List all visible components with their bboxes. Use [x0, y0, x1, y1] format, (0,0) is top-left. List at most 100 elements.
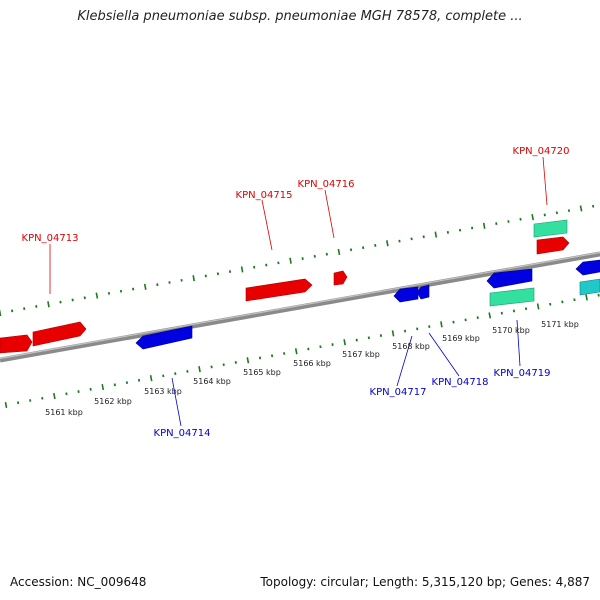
minor-tick: [567, 209, 571, 212]
minor-tick: [65, 392, 68, 396]
inner-tick-track: [4, 293, 600, 409]
minor-tick: [500, 311, 503, 315]
genome-backbone: [0, 251, 600, 363]
scale-label: 5162 kbp: [94, 397, 132, 406]
minor-tick: [283, 352, 286, 355]
reverse-genes: [135, 259, 600, 350]
rna-features: [489, 219, 600, 307]
major-tick: [343, 339, 346, 346]
gene-label-kpn-04719[interactable]: KPN_04719: [494, 368, 551, 379]
scale-label: 5164 kbp: [193, 377, 231, 386]
minor-tick: [507, 220, 510, 223]
gene-label-kpn-04716[interactable]: KPN_04716: [298, 179, 355, 190]
gene-arrow-kpn-04713a[interactable]: [0, 334, 33, 354]
minor-tick: [137, 378, 141, 382]
minor-tick: [555, 211, 558, 215]
minor-tick: [319, 345, 322, 349]
gene-label-kpn-04714[interactable]: KPN_04714: [154, 428, 211, 439]
other-feature-edge[interactable]: [579, 278, 600, 296]
minor-tick: [362, 246, 365, 250]
minor-tick: [573, 298, 576, 302]
scale-label: 5163 kbp: [144, 387, 182, 396]
genome-backbone-highlight: [0, 251, 600, 360]
minor-tick: [162, 374, 165, 378]
major-tick: [192, 275, 195, 282]
minor-tick: [549, 302, 552, 306]
gene-arrow-kpn-04716[interactable]: [333, 270, 348, 286]
major-tick: [143, 283, 147, 290]
gene-label-kpn-04713[interactable]: KPN_04713: [22, 233, 79, 244]
gene-label-kpn-04715[interactable]: KPN_04715: [236, 190, 293, 201]
scale-label: 5167 kbp: [342, 350, 380, 359]
minor-tick: [597, 293, 600, 297]
major-tick: [149, 375, 153, 382]
minor-tick: [301, 257, 304, 260]
major-tick: [488, 312, 492, 319]
minor-tick: [367, 336, 370, 340]
major-tick: [95, 292, 99, 299]
major-tick: [386, 240, 389, 247]
minor-tick: [107, 292, 111, 295]
gene-arrow-kpn-04715[interactable]: [245, 278, 313, 302]
minor-tick: [125, 381, 129, 384]
major-tick: [531, 214, 534, 221]
scale-label: 5168 kbp: [392, 342, 430, 351]
minor-tick: [77, 390, 80, 393]
major-tick: [53, 392, 56, 400]
major-tick: [440, 321, 443, 328]
minor-tick: [379, 334, 383, 337]
outer-tick-track: [0, 204, 595, 317]
minor-tick: [349, 248, 353, 252]
major-tick: [4, 401, 8, 409]
topology-summary: Topology: circular; Length: 5,315,120 bp…: [260, 575, 590, 589]
minor-tick: [355, 338, 358, 342]
accession-text: Accession: NC_009648: [10, 575, 147, 589]
major-tick: [240, 266, 244, 273]
minor-tick: [543, 213, 546, 217]
major-tick: [482, 222, 486, 229]
major-tick: [47, 301, 50, 308]
major-tick: [536, 303, 540, 310]
major-tick: [0, 309, 2, 317]
scale-label: 5169 kbp: [442, 334, 480, 343]
gene-label-kpn-04720[interactable]: KPN_04720: [513, 146, 570, 157]
minor-tick: [524, 307, 528, 311]
major-tick: [585, 294, 588, 301]
scale-label: 5170 kbp: [492, 326, 530, 335]
gene-arrow-kpn-04718[interactable]: [416, 284, 430, 300]
gene-label-kpn-04718[interactable]: KPN_04718: [432, 377, 489, 388]
minor-tick: [71, 298, 74, 302]
gene-callouts: [49, 156, 548, 427]
minor-tick: [519, 217, 522, 221]
minor-tick: [83, 296, 86, 300]
minor-tick: [592, 204, 595, 208]
minor-tick: [331, 343, 334, 346]
forward-genes: [0, 236, 570, 354]
scale-label: 5161 kbp: [45, 408, 83, 417]
major-tick: [337, 248, 341, 256]
major-tick: [579, 205, 583, 212]
major-tick: [101, 383, 105, 391]
map-title: Klebsiella pneumoniae subsp. pneumoniae …: [77, 9, 523, 24]
minor-tick: [374, 244, 377, 247]
minor-tick: [561, 300, 564, 304]
rna-feature-bottom[interactable]: [489, 287, 535, 307]
minor-tick: [325, 252, 328, 256]
scale-labels: 5161 kbp 5162 kbp 5163 kbp 5164 kbp 5165…: [45, 320, 579, 417]
major-tick: [198, 366, 201, 373]
scale-label: 5165 kbp: [243, 368, 281, 377]
minor-tick: [156, 283, 159, 287]
minor-tick: [89, 387, 92, 391]
gene-arrow-kpn-04713[interactable]: [32, 321, 87, 347]
gene-arrow-kpn-04719[interactable]: [486, 268, 533, 289]
gene-arrow-kpn-04720[interactable]: [536, 236, 570, 255]
gene-arrow-edge-reverse[interactable]: [575, 259, 600, 276]
major-tick: [246, 357, 250, 364]
gene-arrow-kpn-04714[interactable]: [135, 325, 193, 350]
minor-tick: [119, 289, 123, 293]
minor-tick: [132, 287, 135, 291]
major-tick: [289, 257, 292, 264]
rna-feature-top[interactable]: [533, 219, 568, 238]
gene-label-kpn-04717[interactable]: KPN_04717: [370, 387, 427, 398]
